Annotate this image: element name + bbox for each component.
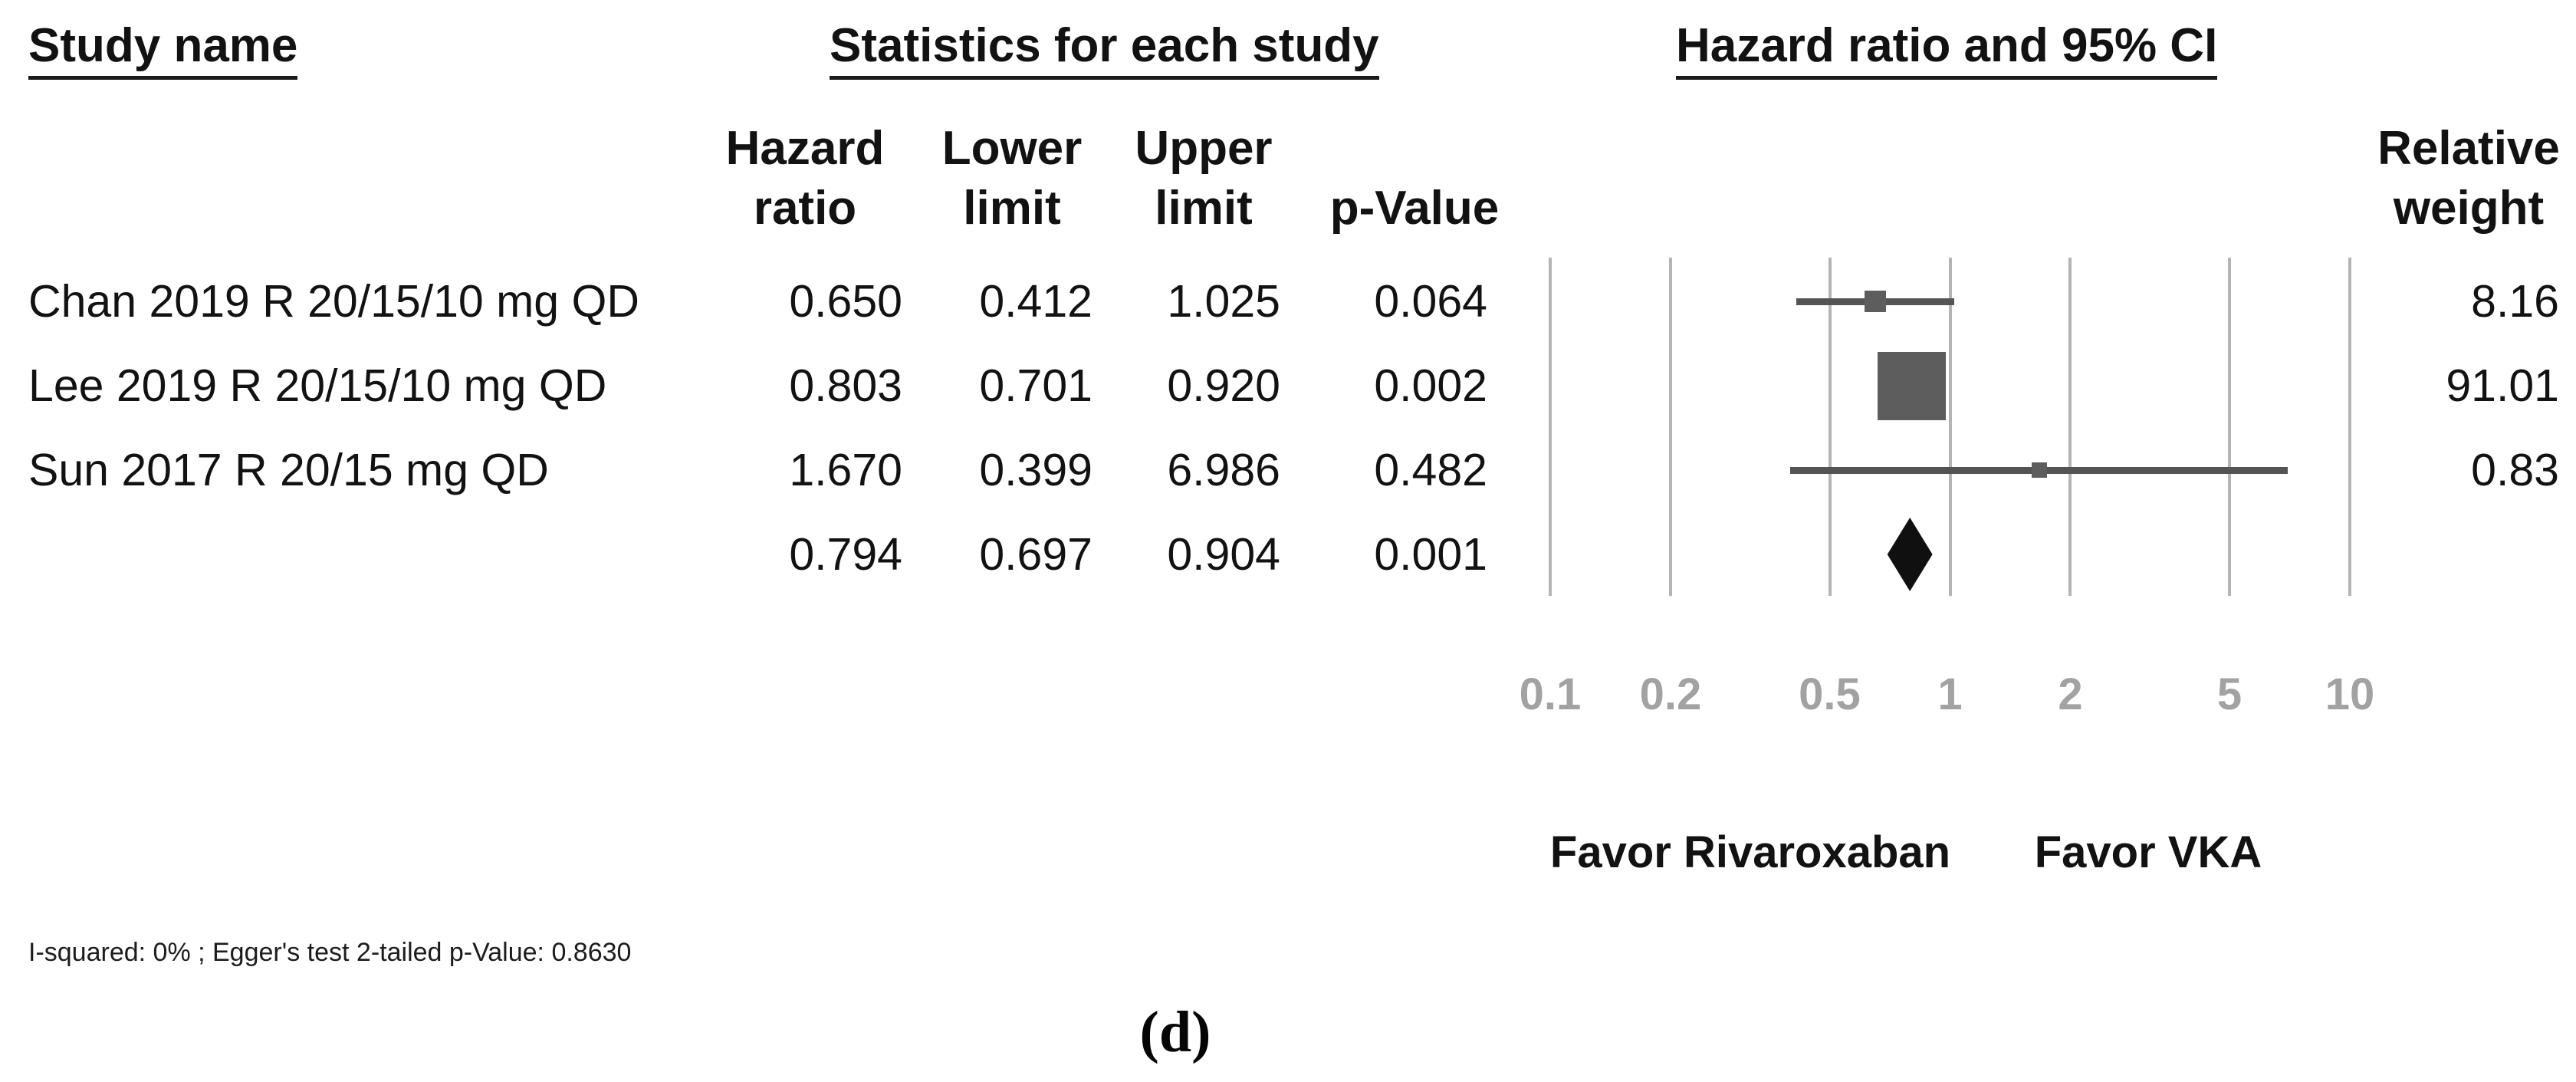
table-row: Chan 2019 R 20/15/10 mg QD 0.650 0.412 1… [0, 259, 2576, 344]
overall-row: 0.794 0.697 0.904 0.001 [0, 512, 2576, 597]
lower-limit-value: 0.399 [979, 445, 1092, 495]
column-header-relative-weight: Relative weight [2377, 122, 2560, 235]
p-value: 0.064 [1374, 276, 1487, 327]
upper-limit-value: 6.986 [1167, 445, 1280, 495]
column-header-p-value: p-Value [1329, 182, 1500, 235]
hazard-ratio-value: 0.803 [789, 360, 902, 411]
panel-caption: (d) [1139, 1000, 1211, 1064]
p-value: 0.482 [1374, 445, 1487, 495]
plot-gridline [2228, 258, 2231, 596]
plot-gridline [1668, 258, 1672, 596]
relative-weight-value: 0.83 [2471, 445, 2559, 495]
favor-left-label: Favor Rivaroxaban [1549, 827, 1951, 877]
overall-hazard-ratio-value: 0.794 [789, 529, 902, 580]
hazard-ratio-value: 1.670 [789, 445, 902, 495]
axis-tick-label: 5 [2216, 669, 2242, 719]
hazard-ratio-square [2031, 462, 2047, 478]
p-value: 0.002 [1374, 360, 1487, 411]
lower-limit-value: 0.701 [979, 360, 1092, 411]
table-row: Lee 2019 R 20/15/10 mg QD 0.803 0.701 0.… [0, 344, 2576, 428]
plot-gridline [2068, 258, 2072, 596]
hazard-ratio-value: 0.650 [789, 276, 902, 327]
axis-tick-label: 1 [1937, 669, 1963, 719]
axis-tick-label: 2 [2058, 669, 2083, 719]
study-name: Sun 2017 R 20/15 mg QD [28, 445, 549, 495]
axis-tick-label: 0.1 [1519, 669, 1582, 719]
column-header-lower-limit: Lower limit [941, 122, 1083, 235]
column-header-hazard-ratio: Hazard ratio [725, 122, 885, 235]
plot-gridline [2348, 258, 2351, 596]
table-row: Sun 2017 R 20/15 mg QD 1.670 0.399 6.986… [0, 428, 2576, 512]
column-header-upper-limit: Upper limit [1135, 122, 1273, 235]
lower-limit-value: 0.412 [979, 276, 1092, 327]
overall-lower-limit-value: 0.697 [979, 529, 1092, 580]
overall-p-value: 0.001 [1374, 529, 1487, 580]
hazard-ratio-square [1878, 351, 1947, 420]
plot-gridline [1948, 258, 1952, 596]
hazard-ci-header: Hazard ratio and 95% CI [1676, 21, 2218, 80]
study-name: Lee 2019 R 20/15/10 mg QD [28, 360, 607, 411]
relative-weight-value: 8.16 [2471, 276, 2559, 327]
study-name-header: Study name [28, 21, 298, 80]
axis-tick-label: 0.2 [1639, 669, 1702, 719]
plot-gridline [1828, 258, 1832, 596]
axis-tick-label: 0.5 [1799, 669, 1861, 719]
overall-upper-limit-value: 0.904 [1167, 529, 1280, 580]
plot-gridline [1549, 258, 1552, 596]
study-name: Chan 2019 R 20/15/10 mg QD [28, 276, 639, 327]
upper-limit-value: 0.920 [1167, 360, 1280, 411]
heterogeneity-footnote: I-squared: 0% ; Egger's test 2-tailed p-… [28, 938, 632, 967]
axis-tick-label: 10 [2325, 669, 2375, 719]
upper-limit-value: 1.025 [1167, 276, 1280, 327]
favor-right-label: Favor VKA [2034, 827, 2262, 877]
hazard-ratio-square [1864, 291, 1886, 312]
relative-weight-value: 91.01 [2446, 360, 2559, 411]
statistics-header: Statistics for each study [830, 21, 1379, 80]
